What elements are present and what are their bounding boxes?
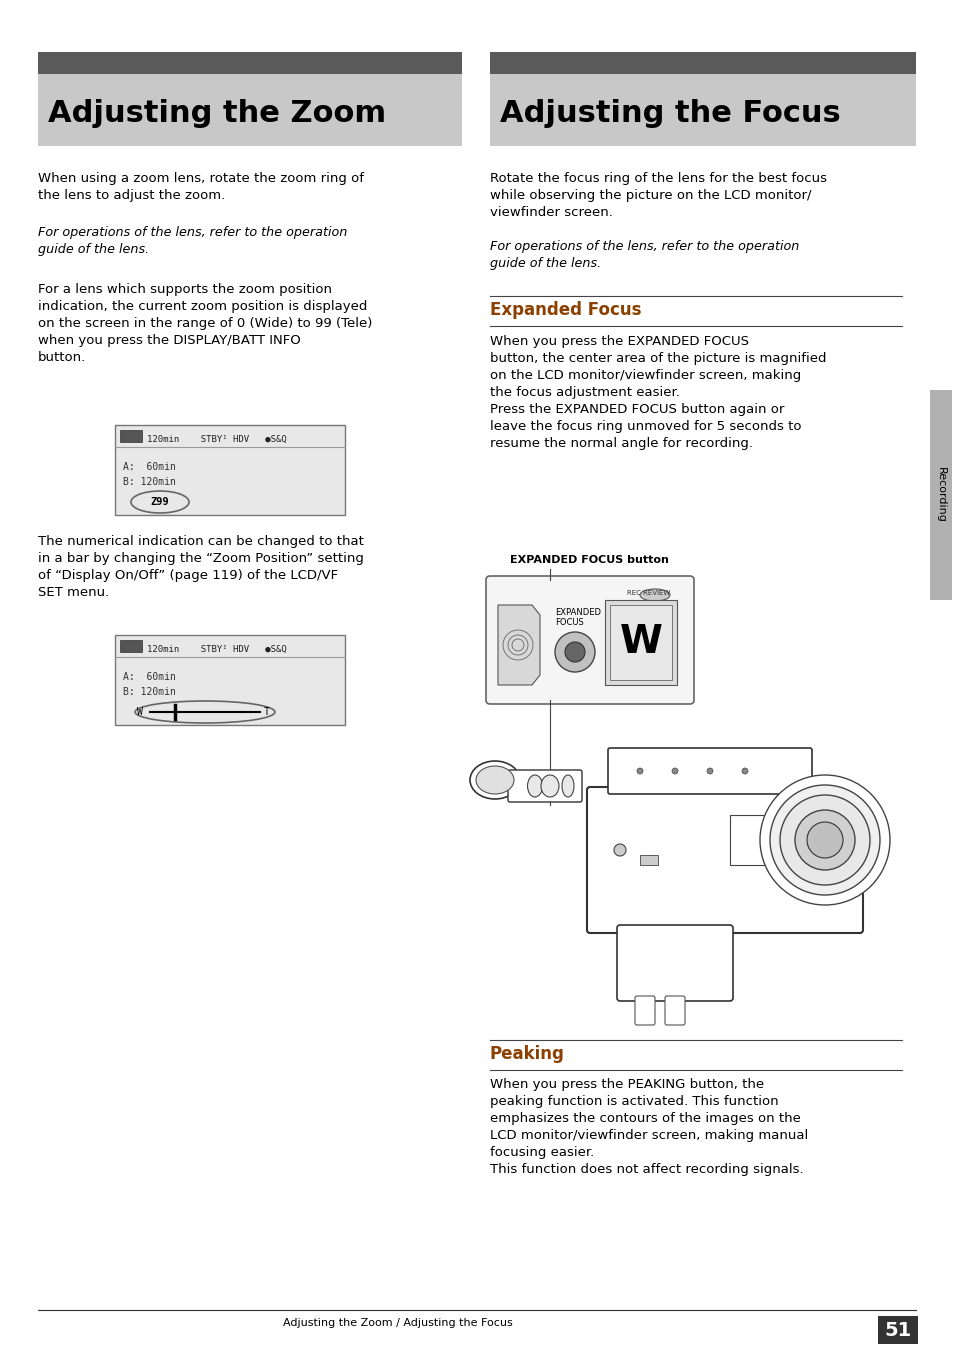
- Circle shape: [780, 795, 869, 886]
- Bar: [120, 430, 142, 442]
- Ellipse shape: [527, 775, 542, 796]
- Circle shape: [564, 642, 584, 662]
- Text: For a lens which supports the zoom position
indication, the current zoom positio: For a lens which supports the zoom posit…: [38, 283, 372, 364]
- Text: Adjusting the Focus: Adjusting the Focus: [499, 100, 840, 128]
- Ellipse shape: [131, 491, 189, 512]
- Circle shape: [706, 768, 712, 773]
- Text: 51: 51: [883, 1321, 911, 1340]
- Bar: [877, 1315, 917, 1344]
- FancyBboxPatch shape: [617, 925, 732, 1000]
- Bar: [490, 74, 915, 146]
- Text: 120min    STBYᴵ HDV   ●S&Q: 120min STBYᴵ HDV ●S&Q: [147, 435, 287, 443]
- Bar: [120, 639, 142, 652]
- Circle shape: [741, 768, 747, 773]
- Text: REC REVIEW: REC REVIEW: [626, 589, 669, 596]
- Circle shape: [614, 844, 625, 856]
- Circle shape: [806, 822, 842, 859]
- Text: EXPANDED FOCUS button: EXPANDED FOCUS button: [510, 556, 668, 565]
- Text: W: W: [137, 707, 143, 717]
- Bar: [929, 389, 951, 600]
- Bar: [490, 51, 915, 74]
- Text: The numerical indication can be changed to that
in a bar by changing the “Zoom P: The numerical indication can be changed …: [38, 535, 363, 599]
- Circle shape: [769, 786, 879, 895]
- Text: Rotate the focus ring of the lens for the best focus
while observing the picture: Rotate the focus ring of the lens for th…: [490, 172, 826, 219]
- Ellipse shape: [470, 761, 519, 799]
- Text: Expanded Focus: Expanded Focus: [490, 301, 640, 319]
- Text: T: T: [264, 707, 270, 717]
- Bar: [604, 600, 677, 685]
- Text: Adjusting the Zoom / Adjusting the Focus: Adjusting the Zoom / Adjusting the Focus: [283, 1318, 513, 1328]
- Circle shape: [671, 768, 678, 773]
- FancyBboxPatch shape: [586, 787, 862, 933]
- Ellipse shape: [476, 767, 514, 794]
- Bar: [38, 74, 461, 146]
- Bar: [38, 51, 461, 74]
- Text: 120min    STBYᴵ HDV   ●S&Q: 120min STBYᴵ HDV ●S&Q: [147, 645, 287, 654]
- Polygon shape: [497, 604, 539, 685]
- Text: For operations of the lens, refer to the operation
guide of the lens.: For operations of the lens, refer to the…: [490, 241, 799, 270]
- Text: Peaking: Peaking: [490, 1045, 564, 1063]
- Text: A:  60min: A: 60min: [123, 462, 175, 472]
- FancyBboxPatch shape: [635, 996, 655, 1025]
- Ellipse shape: [135, 700, 274, 723]
- Ellipse shape: [561, 775, 574, 796]
- Circle shape: [555, 631, 595, 672]
- FancyBboxPatch shape: [507, 771, 581, 802]
- Text: Z99: Z99: [151, 498, 170, 507]
- Ellipse shape: [639, 589, 669, 602]
- Bar: [609, 604, 671, 680]
- FancyBboxPatch shape: [485, 576, 693, 704]
- Text: For operations of the lens, refer to the operation
guide of the lens.: For operations of the lens, refer to the…: [38, 226, 347, 256]
- FancyBboxPatch shape: [664, 996, 684, 1025]
- Bar: [639, 854, 658, 865]
- Text: Adjusting the Zoom: Adjusting the Zoom: [48, 100, 386, 128]
- Text: EXPANDED
FOCUS: EXPANDED FOCUS: [555, 608, 600, 627]
- Text: Recording: Recording: [935, 466, 945, 523]
- Text: W: W: [618, 623, 661, 661]
- Text: When you press the EXPANDED FOCUS
button, the center area of the picture is magn: When you press the EXPANDED FOCUS button…: [490, 335, 825, 450]
- Circle shape: [794, 810, 854, 869]
- Text: When you press the PEAKING button, the
peaking function is activated. This funct: When you press the PEAKING button, the p…: [490, 1078, 807, 1176]
- FancyBboxPatch shape: [607, 748, 811, 794]
- Text: A:  60min: A: 60min: [123, 672, 175, 681]
- Ellipse shape: [540, 775, 558, 796]
- Text: When using a zoom lens, rotate the zoom ring of
the lens to adjust the zoom.: When using a zoom lens, rotate the zoom …: [38, 172, 364, 201]
- Bar: [729, 815, 809, 865]
- Circle shape: [637, 768, 642, 773]
- Circle shape: [760, 775, 889, 904]
- Bar: [115, 425, 345, 515]
- Text: B: 120min: B: 120min: [123, 687, 175, 698]
- Text: B: 120min: B: 120min: [123, 477, 175, 487]
- Bar: [115, 635, 345, 725]
